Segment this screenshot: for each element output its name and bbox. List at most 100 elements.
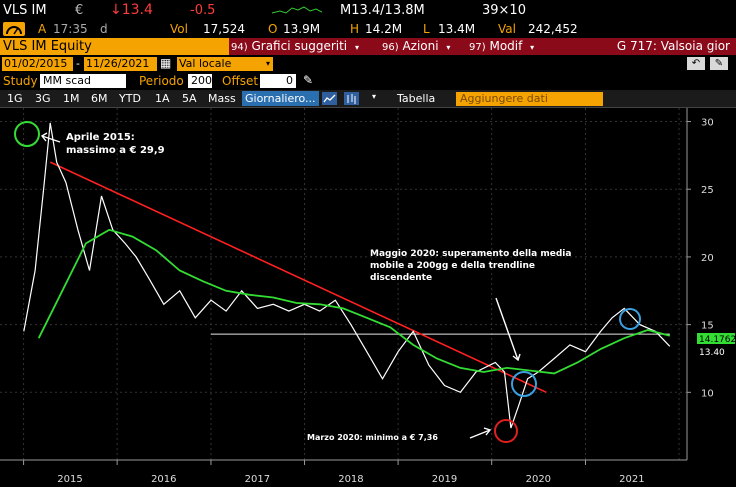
breakout-annotation-line-3: discendente <box>370 273 432 283</box>
study-label: Study <box>3 74 38 88</box>
end-date-field[interactable]: 11/26/2021 <box>84 57 157 71</box>
peak-annotation: Aprile 2015: massimo a € 29,9 <box>66 132 165 156</box>
x-tick-label: 2015 <box>57 474 82 485</box>
open-label: O <box>268 22 278 36</box>
edit-icon[interactable]: ✎ <box>710 57 728 70</box>
chart-title: G 717: Valsoia gior <box>549 38 736 55</box>
breakout-marker-circle <box>511 371 537 397</box>
table-button[interactable]: Tabella <box>397 92 436 105</box>
study-bar: Study MM scad Periodo 200 Offset 0 ✎ <box>0 73 736 90</box>
actions-menu[interactable]: 96) Azioni ▾ <box>380 38 467 55</box>
suggested-charts-menu[interactable]: 94) Grafici suggeriti ▾ <box>229 38 380 55</box>
x-axis-ticks: 2015 2016 2017 2018 2019 2020 2021 <box>23 460 645 485</box>
sparkline-icon <box>271 4 323 17</box>
y-tick-label: 10 <box>701 388 714 399</box>
high-label: H <box>350 22 360 36</box>
currency-select-value: Val locale <box>179 57 232 70</box>
y-tick-label: 25 <box>701 185 714 196</box>
low-arrow <box>469 429 491 439</box>
low-marker-circle <box>494 419 518 443</box>
date-range-bar: 01/02/2015 - 11/26/2021 ▦ Val locale ▾ ↶… <box>0 55 736 73</box>
price-last-value-tag <box>697 346 735 357</box>
breakout-annotation-line-1: Maggio 2020: superamento della media <box>370 249 571 259</box>
menu-label: Modif <box>489 39 523 53</box>
y-tick-label: 15 <box>701 321 714 332</box>
annotation-arrows <box>40 132 521 439</box>
value-label: Val <box>498 22 516 36</box>
low-arrowhead <box>483 427 492 436</box>
function-toolbar: VLS IM Equity 94) Grafici suggeriti ▾ 96… <box>0 38 736 55</box>
volume-label: Vol <box>170 22 188 36</box>
undo-icon[interactable]: ↶ <box>687 57 705 70</box>
time-prefix: A <box>38 22 47 36</box>
period-3g[interactable]: 3G <box>35 92 51 105</box>
menu-number: 97) <box>469 42 486 53</box>
chevron-down-icon: ▾ <box>446 43 451 52</box>
price-change: -0.5 <box>190 3 216 18</box>
peak-arrowhead <box>40 132 48 142</box>
period-1g[interactable]: 1G <box>7 92 23 105</box>
period-ytd[interactable]: YTD <box>119 92 141 105</box>
ma200-series-line <box>37 228 671 375</box>
period-input[interactable]: 200 <box>188 74 212 88</box>
range-separator: - <box>76 57 80 70</box>
high-2021-marker-circle <box>619 308 641 330</box>
x-tick-label: 2017 <box>245 474 270 485</box>
breakout-arrow <box>495 297 519 361</box>
currency-select[interactable]: Val locale ▾ <box>177 57 273 71</box>
x-tick-label: 2021 <box>619 474 644 485</box>
breakout-annotation: Maggio 2020: superamento della media mob… <box>370 249 575 283</box>
chevron-down-icon: ▾ <box>530 43 535 52</box>
quote-bar: VLS IM € ↓13.4 -0.5 M13.4/13.8M 39×10 <box>0 0 736 21</box>
high-value: 14.2M <box>365 22 403 36</box>
breakout-arrowhead <box>512 353 521 362</box>
bid-ask-size: 39×10 <box>482 3 526 18</box>
price-last-value: 13.40 <box>699 348 725 358</box>
descending-trendline <box>49 161 547 394</box>
x-tick-label: 2019 <box>432 474 457 485</box>
security-field[interactable]: VLS IM Equity <box>0 38 229 55</box>
last-price: ↓13.4 <box>110 2 153 18</box>
menu-number: 94) <box>231 42 248 53</box>
calendar-icon[interactable]: ▦ <box>160 56 172 70</box>
peak-annotation-line-1: Aprile 2015: <box>66 132 135 143</box>
currency-label: € <box>75 3 84 18</box>
period-max[interactable]: Mass <box>208 92 236 105</box>
start-date-field[interactable]: 01/02/2015 <box>2 57 73 71</box>
ma-last-value-tag <box>697 333 735 344</box>
chevron-down-icon[interactable]: ▾ <box>372 92 377 101</box>
y-tick-label: 30 <box>701 118 714 129</box>
offset-input[interactable]: 0 <box>260 74 296 88</box>
line-chart-icon[interactable] <box>322 92 337 105</box>
study-select[interactable]: MM scad <box>40 74 126 88</box>
offset-label: Offset <box>222 74 259 88</box>
low-annotation: Marzo 2020: minimo a € 7,36 <box>307 433 438 442</box>
volume-value: 17,524 <box>203 22 245 36</box>
menu-label: Grafici suggeriti <box>251 39 348 53</box>
gauge-icon[interactable] <box>3 22 25 36</box>
pencil-icon[interactable]: ✎ <box>303 73 314 87</box>
low-value: 13.4M <box>438 22 476 36</box>
period-1m[interactable]: 1M <box>63 92 80 105</box>
period-label: Periodo <box>139 74 184 88</box>
period-6m[interactable]: 6M <box>91 92 108 105</box>
period-5a[interactable]: 5A <box>182 92 197 105</box>
open-value: 13.9M <box>283 22 321 36</box>
peak-arrow <box>41 135 61 143</box>
ohlc-bar: A 17:35 d Vol 17,524 O 13.9M H 14.2M L 1… <box>0 21 736 38</box>
add-data-input[interactable]: Aggiungere dati <box>456 92 603 106</box>
period-1a[interactable]: 1A <box>155 92 170 105</box>
edit-menu[interactable]: 97) Modif ▾ <box>467 38 549 55</box>
ticker-label: VLS IM <box>3 3 47 18</box>
y-tick-label: 20 <box>701 253 714 264</box>
menu-number: 96) <box>382 42 399 53</box>
menu-label: Azioni <box>402 39 439 53</box>
frequency-select[interactable]: Giornaliero... <box>242 91 319 106</box>
x-tick-label: 2020 <box>526 474 551 485</box>
breakout-annotation-line-2: mobile a 200gg e della trendline <box>370 261 535 271</box>
y-axis-ticks: 10 15 20 25 30 <box>687 118 714 399</box>
ma-last-value: 14.1762 <box>699 335 736 345</box>
bar-chart-icon[interactable] <box>344 92 359 105</box>
low-label: L <box>423 22 430 36</box>
